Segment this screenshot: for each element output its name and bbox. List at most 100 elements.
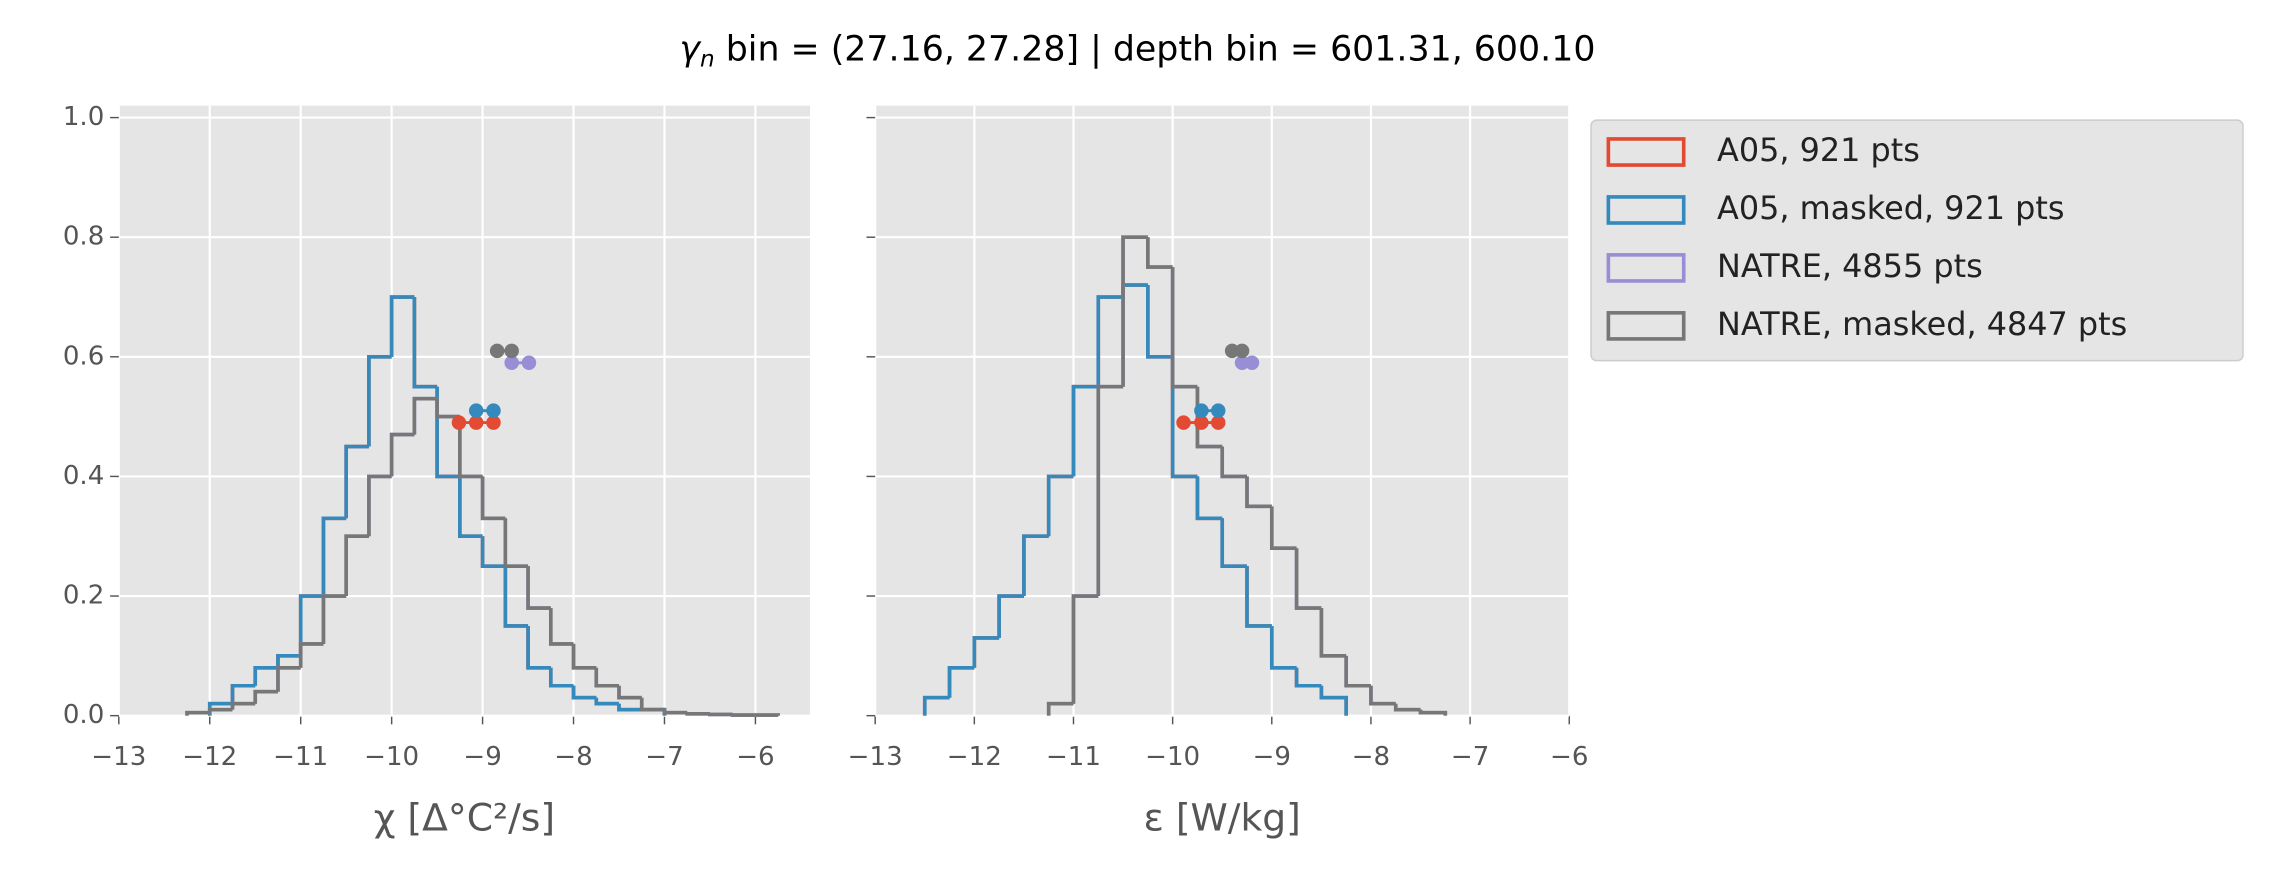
histogram-step	[1393, 703, 1421, 712]
marker-point	[1244, 355, 1260, 371]
histogram-step	[435, 398, 460, 419]
histogram-step	[730, 713, 756, 717]
marker-point	[468, 403, 484, 418]
histogram-step	[230, 683, 256, 704]
histogram-step	[412, 396, 438, 435]
marker-point	[1224, 343, 1240, 359]
x-tick-label: −7	[645, 742, 683, 772]
marker-point	[489, 343, 505, 359]
marker-point	[451, 415, 467, 430]
histogram-step	[1269, 506, 1297, 551]
histogram-step	[367, 474, 392, 537]
histogram-step	[1269, 625, 1297, 670]
histogram-step	[1071, 384, 1099, 477]
histogram-step	[972, 636, 1000, 668]
histogram-step	[1220, 446, 1248, 479]
histogram-step	[1022, 534, 1049, 597]
histogram-step	[947, 665, 975, 698]
y-tick-label: 0.6	[63, 341, 104, 371]
histogram-step	[548, 667, 574, 688]
histogram-step	[594, 667, 619, 688]
x-tick-label: −8	[554, 742, 592, 772]
histogram-step	[480, 476, 506, 521]
x-tick-label: −12	[947, 742, 1002, 772]
histogram-step	[922, 695, 950, 716]
histogram-step	[412, 297, 438, 389]
x-tick-label: −9	[1253, 742, 1291, 772]
histogram-step	[321, 516, 347, 597]
x-tick-label: −7	[1451, 742, 1489, 772]
histogram-step	[1170, 267, 1198, 389]
histogram-step	[276, 654, 301, 668]
histogram-step	[526, 566, 551, 610]
histogram-step	[1146, 237, 1173, 269]
histogram-step	[662, 709, 688, 715]
histogram-step	[207, 707, 233, 713]
x-tick-label: −8	[1352, 742, 1390, 772]
marker-point	[1211, 403, 1226, 418]
y-tick-label: 0.2	[63, 581, 104, 611]
histogram-step	[1369, 685, 1396, 706]
histogram-step	[755, 713, 780, 717]
histogram-step	[276, 665, 301, 692]
x-tick-label: −12	[182, 742, 237, 772]
histogram-step	[571, 685, 597, 700]
marker-point	[1234, 343, 1250, 359]
histogram-step	[389, 295, 415, 357]
histogram-step	[1418, 709, 1448, 716]
marker-point	[504, 343, 519, 359]
histogram-step	[344, 534, 369, 597]
x-tick-label: −13	[848, 742, 903, 772]
legend-label: NATRE, 4855 pts	[1717, 247, 1983, 285]
x-tick-label: −11	[273, 742, 328, 772]
x-tick-label: −11	[1046, 742, 1101, 772]
histogram-step	[1071, 594, 1099, 704]
histogram-step	[321, 594, 347, 644]
marker-point	[504, 355, 519, 371]
marker-point	[468, 415, 484, 430]
histogram-step	[1319, 685, 1348, 716]
plot-area	[118, 105, 810, 716]
histogram-step	[1046, 474, 1074, 537]
y-tick-label: 0.4	[63, 461, 104, 491]
legend-swatch	[1606, 311, 1686, 341]
histogram-step	[997, 594, 1024, 638]
marker-point	[1234, 355, 1250, 371]
histogram-step	[298, 594, 324, 656]
histogram-step	[594, 697, 619, 706]
histogram-step	[639, 697, 665, 712]
histogram-step	[571, 643, 597, 670]
legend-swatch	[1606, 137, 1686, 167]
histogram-step	[1121, 235, 1148, 387]
histogram-step	[298, 642, 324, 668]
marker-point	[1211, 415, 1226, 430]
histogram-step	[230, 701, 256, 710]
x-tick-label: −10	[364, 742, 419, 772]
legend-label: A05, 921 pts	[1717, 131, 1920, 169]
histogram-step	[1319, 608, 1347, 658]
histogram-step	[685, 712, 710, 716]
histogram-step	[253, 665, 278, 686]
y-tick-label: 0.0	[63, 700, 104, 730]
histogram-step	[1096, 384, 1124, 597]
marker-point	[486, 403, 501, 418]
x-tick-label: −6	[1550, 742, 1588, 772]
y-tick-label: 1.0	[63, 102, 104, 132]
histogram-step	[617, 685, 642, 700]
x-tick-label: −6	[736, 742, 774, 772]
histogram-step	[526, 625, 551, 670]
histogram-step	[389, 432, 415, 477]
histogram-step	[1146, 285, 1173, 359]
x-tick-label: −13	[91, 742, 146, 772]
marker-point	[1176, 415, 1191, 430]
histogram-step	[503, 566, 529, 628]
histogram-step	[1245, 476, 1272, 509]
legend-swatch	[1606, 253, 1686, 283]
figure-title: γn bin = (27.16, 27.28] | depth bin = 60…	[679, 30, 1595, 72]
title-symbol: γ	[679, 30, 702, 70]
marker-point	[1194, 403, 1209, 418]
histogram-step	[1344, 655, 1371, 688]
legend-label: A05, masked, 921 pts	[1717, 189, 2064, 227]
title-symbol-sub: n	[700, 45, 715, 72]
